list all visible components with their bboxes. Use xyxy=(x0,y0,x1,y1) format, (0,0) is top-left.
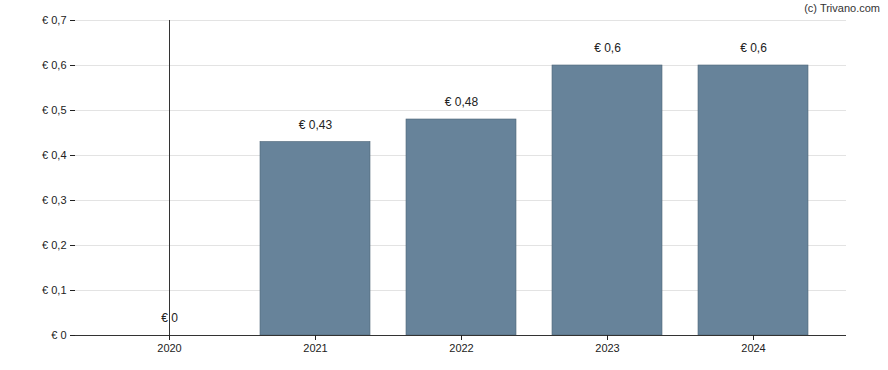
svg-text:€ 0,1: € 0,1 xyxy=(42,284,66,296)
svg-text:€ 0,5: € 0,5 xyxy=(42,104,66,116)
svg-text:€ 0,4: € 0,4 xyxy=(42,149,66,161)
svg-text:€ 0,6: € 0,6 xyxy=(42,59,66,71)
svg-text:€ 0,43: € 0,43 xyxy=(299,118,333,132)
html-text:(c) Trivano.com: (c) Trivano.com xyxy=(804,2,880,14)
svg-text:€ 0,3: € 0,3 xyxy=(42,194,66,206)
svg-text:€ 0,48: € 0,48 xyxy=(445,95,479,109)
svg-text:€ 0,7: € 0,7 xyxy=(42,14,66,26)
svg-text:2024: 2024 xyxy=(741,342,765,354)
svg-text:2022: 2022 xyxy=(449,342,473,354)
svg-text:€ 0,6: € 0,6 xyxy=(740,41,767,55)
svg-text:€ 0: € 0 xyxy=(51,329,66,341)
svg-text:€ 0: € 0 xyxy=(161,311,178,326)
svg-text:2023: 2023 xyxy=(595,342,619,354)
svg-text:€ 0,2: € 0,2 xyxy=(42,239,66,251)
svg-text:2020: 2020 xyxy=(157,342,181,354)
svg-text:2021: 2021 xyxy=(303,342,327,354)
svg-text:€ 0,6: € 0,6 xyxy=(594,41,621,55)
